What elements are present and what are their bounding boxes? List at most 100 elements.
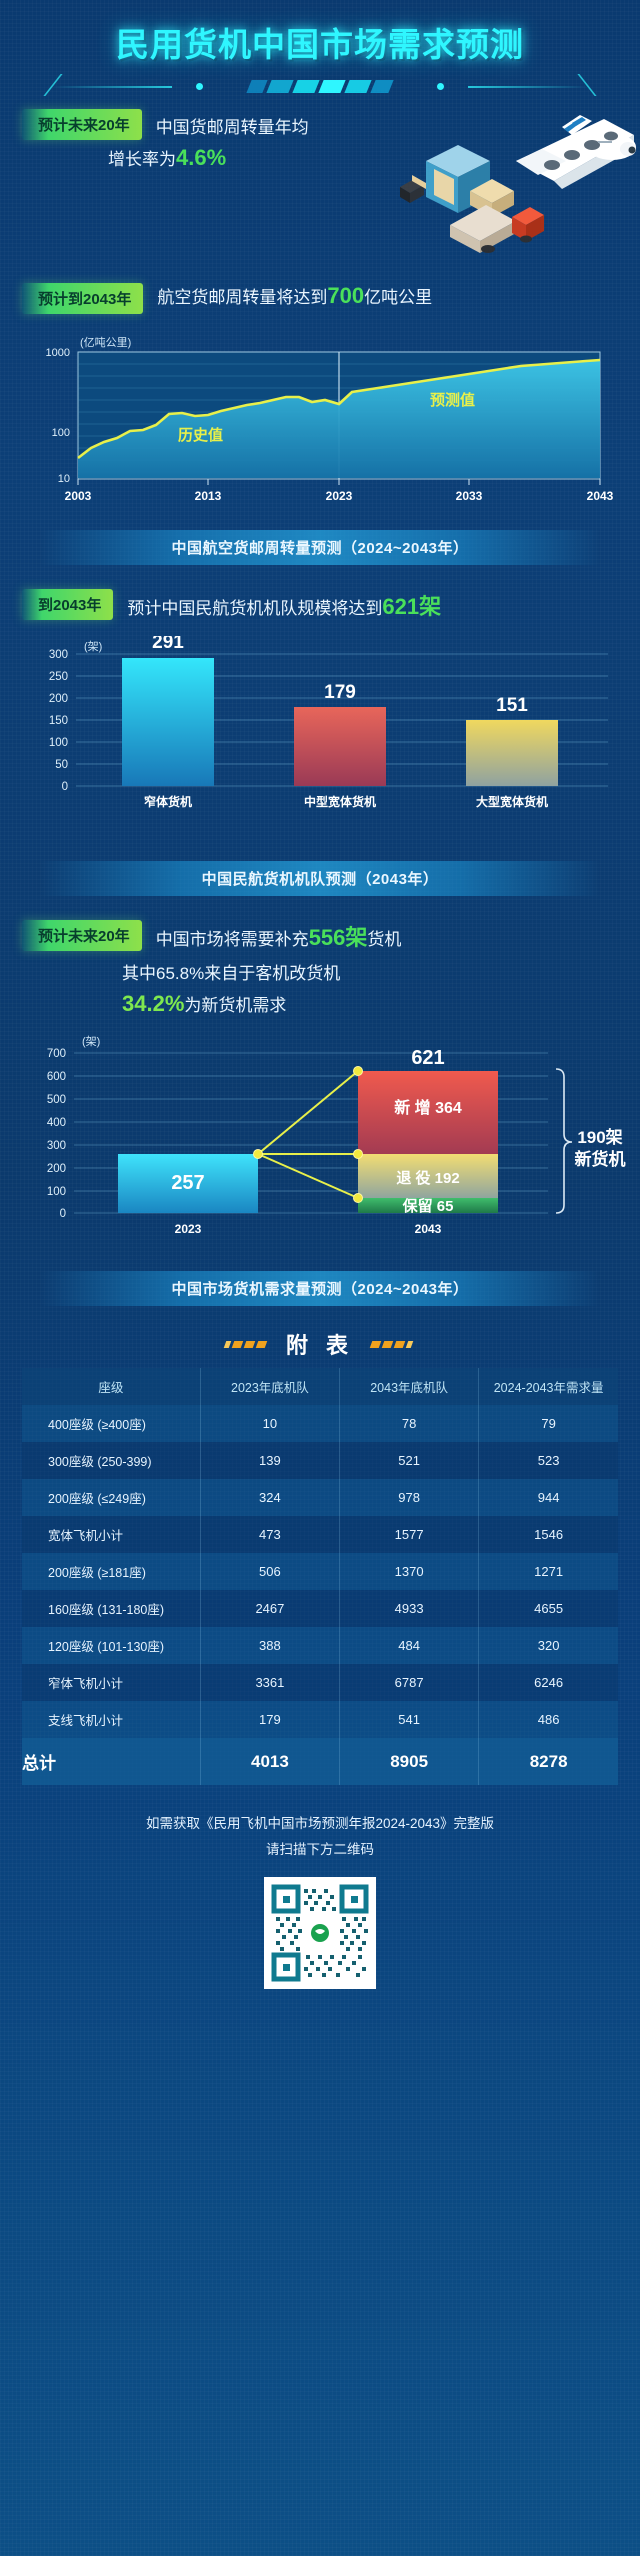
- table-cell-v2: 78: [339, 1405, 479, 1442]
- bar-chart-fleet-ytick-200: 200: [49, 693, 68, 705]
- title-decoration: [0, 74, 640, 100]
- waterfall-xtick-2043: 2043: [415, 1222, 442, 1236]
- section3-tag: 到2043年: [22, 589, 114, 620]
- table-cell-label: 窄体飞机小计: [48, 1677, 124, 1691]
- table-cell-v2: 1577: [339, 1516, 479, 1553]
- table-row: 300座级 (250-399) 139 521 523: [22, 1442, 618, 1479]
- line-chart-svg: (亿吨公里) 1000 100: [46, 336, 614, 503]
- table-cell-label: 160座级 (131-180座): [48, 1603, 165, 1617]
- footer-line1: 如需获取《民用飞机中国市场预测年报2024-2043》完整版: [145, 1816, 495, 1831]
- section2-turnover-value: 700: [327, 283, 365, 308]
- table-cell-v1: 3361: [199, 1664, 340, 1701]
- waterfall-chart: (架) 700 600 500 400 300 200 100 0: [0, 1031, 640, 1261]
- section-growth-rate: 预计未来20年 中国货邮周转量年均 增长率为4.6%: [0, 95, 640, 275]
- table-row: 120座级 (101-130座) 388 484 320: [22, 1627, 618, 1664]
- waterfall-connectors: [257, 1070, 359, 1199]
- table-heading: 附 表: [0, 1328, 640, 1360]
- waterfall-bar-2023: [118, 1154, 258, 1213]
- bar-category-large-widebody: 大型宽体货机: [476, 794, 548, 809]
- section3-fleet-value: 621: [382, 594, 420, 619]
- table-header-row: 座级 2023年底机队 2043年底机队 2024-2043年需求量: [22, 1368, 618, 1405]
- table-cell-v1: 388: [199, 1627, 340, 1664]
- line-chart-annotation-forecast: 预测值: [430, 391, 475, 409]
- qr-code-icon[interactable]: [264, 1877, 376, 1989]
- table-cell-v3: 1546: [478, 1516, 618, 1553]
- waterfall-bracket-line1: 190架: [577, 1127, 622, 1147]
- line-chart-xtick-2023: 2023: [326, 489, 353, 503]
- section1-line1: 中国货邮周转量年均: [155, 118, 309, 137]
- bar-category-medium-widebody: 中型宽体货机: [304, 794, 376, 809]
- section4-new-freighter-pct: 34.2%: [122, 991, 185, 1016]
- section4-line2: 其中65.8%来自于客机改货机: [122, 964, 341, 983]
- table-row: 窄体飞机小计 3361 6787 6246: [22, 1664, 618, 1701]
- section2-row: 预计到2043年 航空货邮周转量将达到700亿吨公里: [22, 283, 640, 314]
- deco-dot-right: [437, 83, 444, 90]
- waterfall-bar-new: [358, 1071, 498, 1154]
- section1-texts: 中国货邮周转量年均: [156, 113, 309, 143]
- waterfall-ytick-600: 600: [47, 1071, 66, 1083]
- waterfall-ylabel: (架): [82, 1035, 100, 1048]
- section4-demand-value: 556: [308, 925, 346, 950]
- table-cell-label: 宽体飞机小计: [48, 1529, 124, 1543]
- table-cell-v2: 4933: [339, 1590, 479, 1627]
- line-chart-ytick-10: 10: [58, 473, 70, 485]
- bar-value-medium-widebody: 179: [324, 682, 356, 703]
- section3-line1-suffix: 架: [419, 594, 442, 619]
- section3-line1-pre: 预计中国民航货机机队规模将达到: [127, 599, 383, 618]
- waterfall-ytick-100: 100: [47, 1186, 66, 1198]
- line-chart: (亿吨公里) 1000 100: [0, 314, 640, 520]
- bar-chart-fleet-ytick-0: 0: [62, 781, 68, 793]
- line-chart-xtick-2033: 2033: [456, 489, 483, 503]
- section2-texts: 航空货邮周转量将达到700亿吨公里: [157, 283, 432, 313]
- table-col-header-1: 2023年底机队: [199, 1368, 340, 1405]
- bar-chart-fleet-caption: 中国民航货机机队预测（2043年）: [40, 861, 600, 896]
- bar-medium-widebody: [294, 707, 386, 786]
- table-cell-v2: 521: [339, 1442, 479, 1479]
- table-cell-v3: 523: [478, 1442, 618, 1479]
- table-title: 附 表: [285, 1333, 355, 1358]
- table-total-v2: 8905: [339, 1738, 479, 1785]
- table-cell-label: 300座级 (250-399): [48, 1455, 152, 1469]
- section1-row: 预计未来20年 中国货邮周转量年均: [22, 109, 640, 143]
- deco-hook-right: [557, 74, 597, 96]
- bar-value-large-widebody: 151: [496, 695, 528, 716]
- table-heading-dots-left: [224, 1335, 269, 1353]
- table-row: 宽体飞机小计 473 1577 1546: [22, 1516, 618, 1553]
- section2-line1-pre: 航空货邮周转量将达到: [157, 288, 328, 307]
- table-cell-v3: 1271: [478, 1553, 618, 1590]
- page-title: 民用货机中国市场需求预测: [116, 26, 524, 63]
- line-chart-series: [77, 358, 601, 460]
- cargo-plane-truck-container-icon: [366, 113, 636, 273]
- waterfall-label-retained: 保留 65: [402, 1197, 454, 1215]
- table-cell-v1: 10: [199, 1405, 340, 1442]
- section4-line1-mid: 架: [345, 925, 368, 950]
- table-total-row: 总计 4013 8905 8278: [22, 1738, 618, 1785]
- bar-narrowbody: [122, 658, 214, 786]
- section4-line1-suffix: 货机: [367, 930, 402, 949]
- table-row: 支线飞机小计 179 541 486: [22, 1701, 618, 1738]
- bar-chart-fleet-svg: (架) 300 250 200 150 100 50 0: [49, 632, 608, 809]
- table-cell-v3: 320: [478, 1627, 618, 1664]
- table-cell-v1: 324: [199, 1479, 340, 1516]
- section2-tag: 预计到2043年: [22, 283, 144, 314]
- table-cell-v3: 79: [478, 1405, 618, 1442]
- table-cell-v2: 1370: [339, 1553, 479, 1590]
- line-chart-area: [78, 360, 600, 478]
- table-cell-v3: 6246: [478, 1664, 618, 1701]
- section1-growth-value: 4.6%: [176, 145, 227, 170]
- table-total-v3: 8278: [478, 1738, 618, 1785]
- bar-chart-fleet-ytick-300: 300: [49, 649, 68, 661]
- section4-tag: 预计未来20年: [22, 920, 142, 951]
- table-cell-v3: 486: [478, 1701, 618, 1738]
- table-cell-label: 120座级 (101-130座): [48, 1640, 165, 1654]
- waterfall-label-new: 新 增 364: [394, 1098, 462, 1117]
- table-row: 160座级 (131-180座) 2467 4933 4655: [22, 1590, 618, 1627]
- section4-line3-suffix: 为新货机需求: [184, 996, 287, 1015]
- table-total-v1: 4013: [199, 1738, 340, 1785]
- line-chart-xtick-2043: 2043: [587, 489, 614, 503]
- table-heading-dots-right: [369, 1335, 415, 1353]
- deco-bars: [246, 80, 394, 93]
- waterfall-bar-retired: [358, 1154, 498, 1198]
- waterfall-ytick-0: 0: [60, 1208, 66, 1220]
